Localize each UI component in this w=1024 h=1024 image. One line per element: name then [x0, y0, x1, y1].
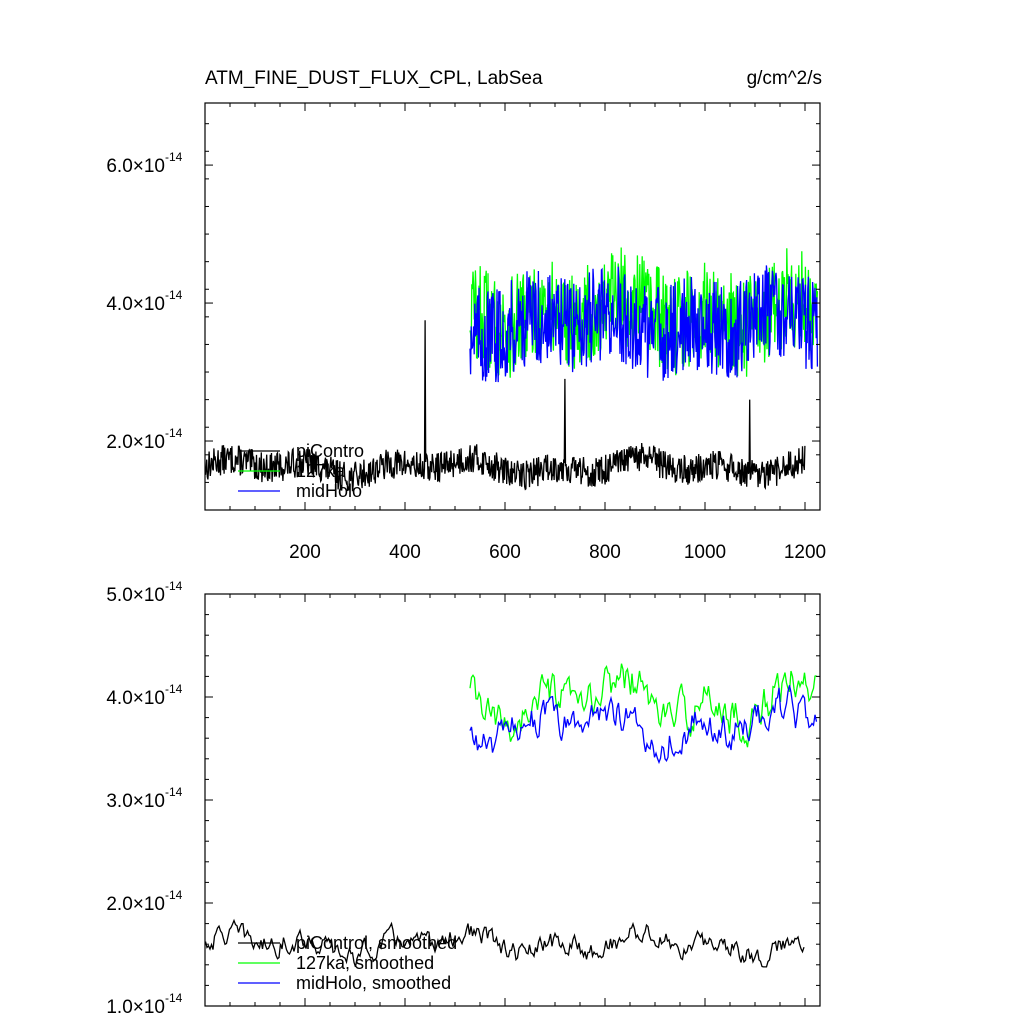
y-tick-exponent: -14: [165, 785, 183, 799]
raw-flux-panel: ATM_FINE_DUST_FLUX_CPL, LabSea g/cm^2/s …: [106, 68, 826, 563]
x-tick-label: 1200: [784, 542, 826, 563]
legend-label-127ka: 127ka, smoothed: [296, 953, 434, 973]
series-line-piControl: [204, 320, 806, 492]
units-label: g/cm^2/s: [747, 68, 822, 89]
y-tick-exponent: -14: [165, 426, 183, 440]
x-tick-label: 400: [389, 542, 421, 563]
y-tick-exponent: -14: [165, 682, 183, 696]
y-tick-exponent: -14: [165, 991, 183, 1005]
series-line-piControl: [204, 918, 805, 968]
series-layer: [204, 247, 819, 492]
y-tick-label: 1.0×10: [106, 997, 165, 1018]
y-tick-label: 5.0×10: [106, 585, 165, 606]
y-tick-label: 4.0×10: [106, 294, 165, 315]
x-tick-label: 1000: [684, 542, 726, 563]
y-tick-exponent: -14: [165, 288, 183, 302]
ticks-layer: 1.0×10 -142.0×10 -143.0×10 -144.0×10 -145.0×…: [106, 579, 820, 1018]
legend-label-midHolo: midHolo, smoothed: [296, 973, 451, 993]
y-tick-label: 2.0×10: [106, 894, 165, 915]
chart-title: ATM_FINE_DUST_FLUX_CPL, LabSea: [205, 68, 543, 89]
y-tick-exponent: -14: [165, 579, 183, 593]
legend-label-127ka: 127ka: [296, 461, 346, 481]
plot-frame: [204, 102, 821, 511]
x-tick-label: 800: [589, 542, 621, 563]
series-layer: [204, 663, 818, 968]
legend-label-midHolo: midHolo: [296, 481, 362, 501]
legend-label-piControl: piControl, smoothed: [296, 933, 457, 953]
y-tick-exponent: -14: [165, 888, 183, 902]
legend-label-piControl: piContro: [296, 441, 364, 461]
x-tick-label: 200: [289, 542, 321, 563]
y-tick-exponent: -14: [165, 150, 183, 164]
y-tick-label: 3.0×10: [106, 791, 165, 812]
series-line-midHolo: [469, 265, 819, 383]
smoothed-flux-panel: 1.0×10 -142.0×10 -143.0×10 -144.0×10 -145.0×…: [106, 579, 821, 1018]
series-line-midHolo: [469, 685, 818, 765]
x-tick-label: 600: [489, 542, 521, 563]
y-tick-label: 6.0×10: [106, 156, 165, 177]
y-tick-label: 4.0×10: [106, 688, 165, 709]
y-tick-label: 2.0×10: [106, 432, 165, 453]
